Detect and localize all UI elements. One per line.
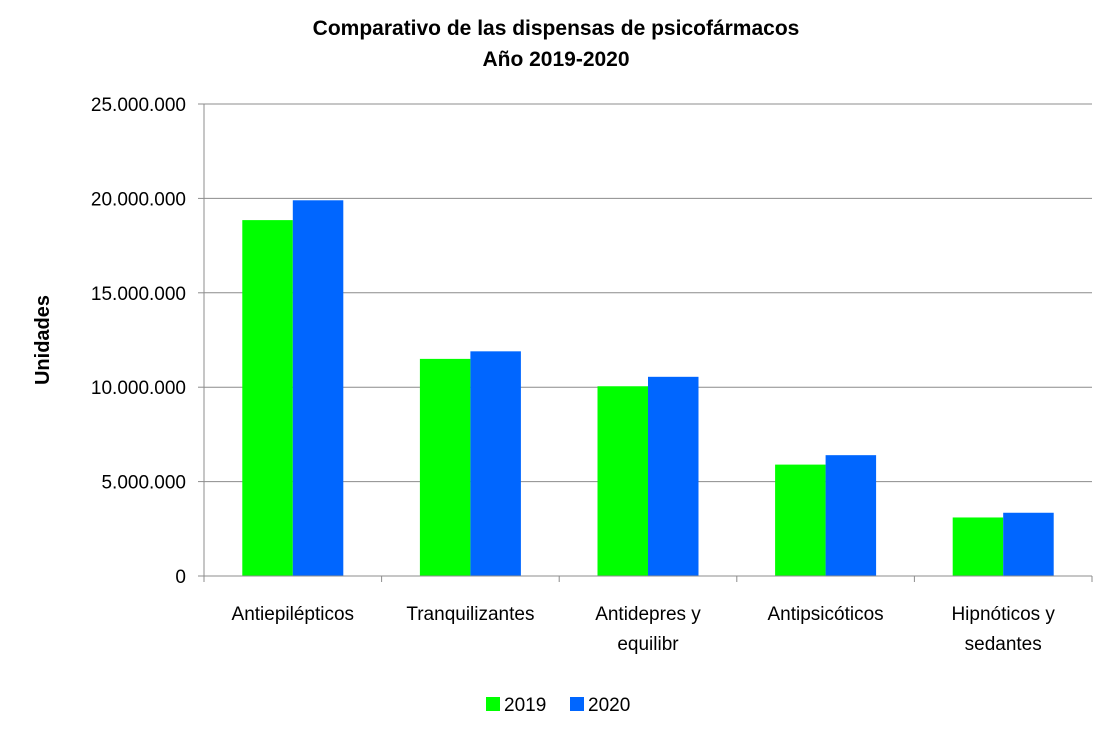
legend-label: 2020 (588, 695, 630, 716)
bar-2019-2 (597, 386, 648, 576)
y-tick-label: 25.000.000 (91, 95, 186, 116)
bar-2019-1 (419, 358, 471, 576)
x-category-label: Hipnóticos y sedantes (951, 604, 1055, 655)
bar-2020-3 (825, 455, 877, 576)
y-tick-label: 10.000.000 (91, 378, 186, 399)
bar-2019-3 (775, 464, 826, 576)
bar-2020-0 (292, 200, 344, 576)
x-axis-categories: Antiepilépticos Tranquilizantes Antidepres… (232, 604, 1056, 655)
bar-2020-1 (470, 351, 521, 576)
bar-2019-0 (242, 220, 293, 576)
legend-item-2019: 2019 (486, 695, 546, 716)
bar-2019-4 (952, 517, 1004, 576)
chart-title-line-1: Comparativo de las dispensas de psicofár… (313, 17, 800, 40)
y-tick-label: 20.000.000 (91, 189, 186, 210)
x-category-label: Antiepilépticos (232, 604, 355, 625)
legend-item-2020: 2020 (570, 695, 630, 716)
legend-swatch (570, 697, 584, 711)
x-category-label: Tranquilizantes (406, 604, 534, 625)
y-tick-label: 15.000.000 (91, 284, 186, 305)
x-category-label: Antidepres y equilibr (595, 604, 701, 655)
legend: 2019 2020 (486, 695, 630, 716)
axes (203, 104, 1093, 582)
gridlines (204, 103, 1092, 483)
y-tick-label: 0 (175, 567, 186, 588)
x-category-label: Antipsicóticos (768, 604, 884, 625)
bar-2020-4 (1003, 512, 1054, 576)
bar-2020-2 (648, 376, 699, 576)
y-axis-ticks: 0 5.000.000 10.000.000 15.000.000 20.000.000… (91, 95, 204, 588)
y-tick-label: 5.000.000 (101, 473, 186, 494)
legend-swatch (486, 697, 500, 711)
chart-title-line-2: Año 2019-2020 (482, 48, 629, 71)
bars (242, 200, 1054, 576)
legend-label: 2019 (504, 695, 546, 716)
y-axis-label: Unidades (32, 295, 54, 385)
